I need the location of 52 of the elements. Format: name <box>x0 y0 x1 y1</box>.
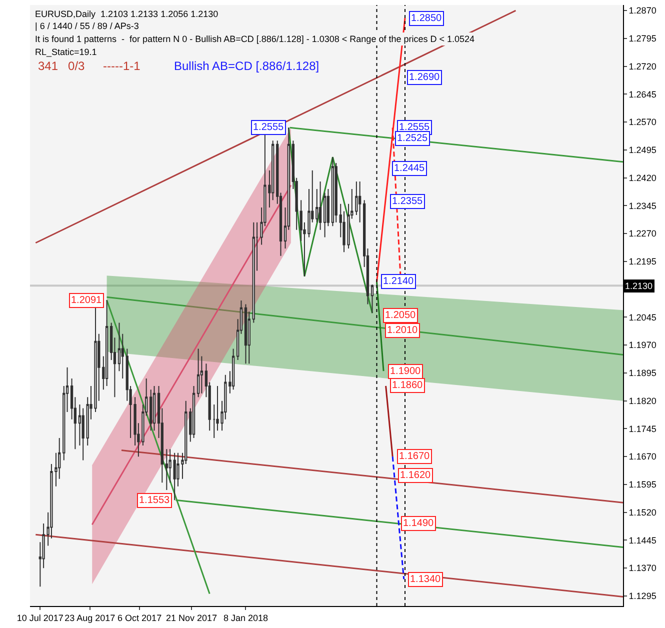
x-tick-label: 6 Oct 2017 <box>118 612 162 623</box>
y-tick-label: 1.2195 <box>628 256 656 267</box>
y-tick-label: 1.2795 <box>628 34 656 44</box>
annotation: 1.1900 <box>390 366 422 377</box>
annotation: It is found 1 patterns - for pattern N 0 - Bullish AB=CD [.886/1.128] - 1.0308 < Range of the prices D < 1.0524 <box>35 34 475 44</box>
y-tick-label: 1.1895 <box>628 368 656 378</box>
annotation: | 6 / 1440 / 55 / 89 / APs-3 <box>35 21 139 31</box>
annotation: 1.2050 <box>385 310 416 321</box>
annotation: Bullish AB=CD [.886/1.128] <box>174 59 320 73</box>
annotation: 1.1620 <box>400 470 432 481</box>
y-tick-label: 1.1820 <box>628 396 656 406</box>
y-tick-label: 1.1670 <box>628 452 656 462</box>
y-tick-label: 1.1520 <box>628 507 656 518</box>
annotation: 1.1860 <box>392 380 424 391</box>
annotation: 1.2555 <box>399 122 430 133</box>
x-tick-label: 23 Aug 2017 <box>64 612 116 623</box>
annotation: 1.1553 <box>139 495 170 506</box>
y-tick-label: 1.2870 <box>628 6 656 16</box>
annotation: 1.2445 <box>394 163 426 174</box>
annotation: 1.2010 <box>387 325 418 336</box>
annotation: 1.2525 <box>397 133 428 144</box>
annotation: 1.2355 <box>392 196 424 207</box>
y-tick-label: 1.1370 <box>628 563 656 574</box>
x-tick-label: 8 Jan 2018 <box>223 612 268 623</box>
y-tick-label: 1.2420 <box>628 172 656 183</box>
annotation: 1.1340 <box>410 574 442 585</box>
y-tick-label: 1.2645 <box>628 89 656 100</box>
x-tick-label: 21 Nov 2017 <box>166 612 218 623</box>
y-tick-label: 1.1295 <box>628 591 656 602</box>
annotation: RL_Static=19.1 <box>35 47 97 57</box>
y-tick-label: 1.1745 <box>628 424 656 434</box>
annotation: 1.2690 <box>409 72 440 83</box>
x-tick-label: 10 Jul 2017 <box>16 612 64 623</box>
y-tick-label: 1.2270 <box>628 228 656 239</box>
annotation: 1.2091 <box>71 295 102 306</box>
y-tick-label: 1.2345 <box>628 200 656 211</box>
annotation: 1.2850 <box>411 13 442 24</box>
y-tick-label: 1.1595 <box>628 480 656 490</box>
y-tick-label: 1.2570 <box>628 117 656 128</box>
annotation: 341 0/3 <box>38 59 86 73</box>
y-tick-label: 1.1445 <box>628 535 656 546</box>
annotation: 1.2555 <box>253 122 284 133</box>
annotation: 1.2140 <box>383 276 414 287</box>
y-tick-label: 1.2045 <box>628 312 656 322</box>
y-tick-label: 1.2495 <box>628 145 656 156</box>
annotation: 1.1670 <box>399 451 430 462</box>
annotation: 1.1490 <box>403 518 434 529</box>
annotation: EURUSD,Daily 1.2103 1.2133 1.2056 1.2130 <box>35 9 218 19</box>
y-tick-label: 1.2720 <box>628 61 656 72</box>
annotation: -----1-1 <box>103 59 141 73</box>
y-tick-label: 1.1970 <box>628 340 656 350</box>
ref-line-label: 1.2130 <box>625 281 653 291</box>
